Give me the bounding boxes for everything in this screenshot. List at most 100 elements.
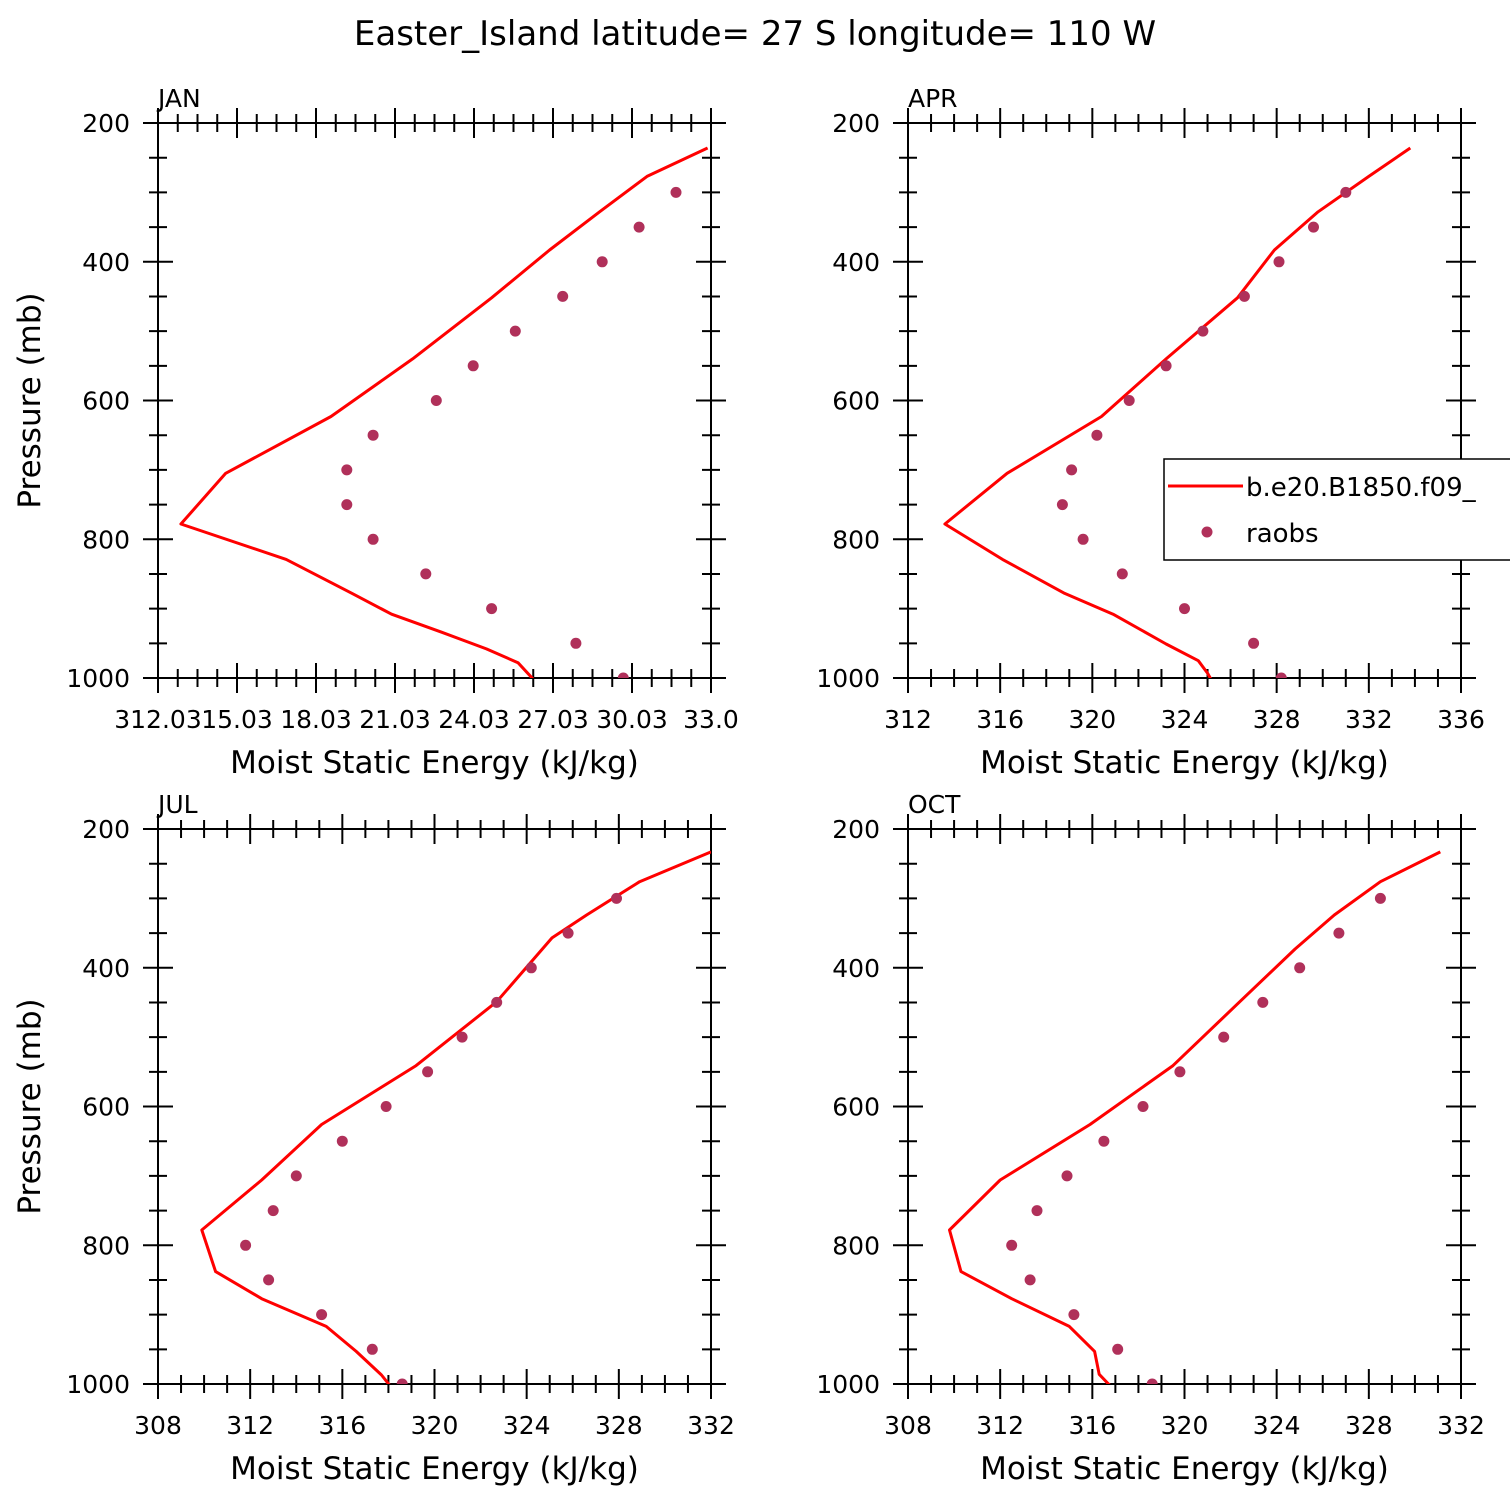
raobs-point [1273,256,1285,268]
raobs-point [467,360,479,372]
y-tick-label: 400 [82,248,130,277]
x-tick-label: 316 [318,1411,366,1440]
raobs-point [1333,927,1345,939]
raobs-point [1077,533,1089,545]
raobs-point [290,1170,302,1182]
x-tick-label: 18.03 [280,705,352,734]
y-tick-label: 200 [832,109,880,138]
raobs-point [633,221,645,233]
raobs-point [316,1309,328,1321]
raobs-point [1160,360,1172,372]
model-line [948,850,1441,1384]
raobs-point [617,672,629,678]
raobs-point [1238,290,1250,302]
panel-title: JAN [156,84,201,113]
y-tick-label: 1000 [66,1370,130,1399]
raobs-point [1308,221,1319,233]
chart-panel-jan: 200 400 600 800 1000 312.03 15.03 18.03 21.03 24.… [12,84,739,781]
x-tick-label: 320 [1161,1411,1209,1440]
raobs-point [1068,1309,1080,1321]
raobs-point [367,429,379,441]
panel-title: JUL [156,790,198,819]
raobs-point [1294,962,1306,974]
model-line [200,850,711,1384]
x-tick-label: 332 [687,1411,735,1440]
raobs-point [380,1101,392,1112]
plot-frame [907,122,1462,679]
y-tick-label: 800 [832,1231,880,1260]
y-tick-label: 400 [832,248,880,277]
raobs-point [267,1205,279,1217]
raobs-point [596,256,608,268]
raobs-point [570,637,582,649]
raobs-point [1218,1031,1230,1043]
x-tick-label: 312 [976,1411,1024,1440]
x-tick-label: 332 [1437,1411,1485,1440]
raobs-point [396,1378,408,1384]
legend-obs-label: raobs [1246,519,1319,549]
x-tick-label: 308 [884,1411,932,1440]
y-tick-label: 800 [82,525,130,554]
raobs-point [670,186,682,198]
y-tick-label: 1000 [66,664,130,693]
x-tick-label: 328 [1253,705,1301,734]
raobs-point [341,464,353,476]
x-tick-label: 27.03 [517,705,589,734]
x-tick-label: 316 [976,705,1024,734]
raobs-point [1061,1170,1073,1182]
raobs-point [1112,1343,1124,1355]
x-tick-label: 328 [1345,1411,1393,1440]
x-tick-label: 312.03 [114,705,201,734]
raobs-point [422,1066,434,1078]
legend-dot-swatch [1201,526,1213,538]
y-tick-label: 600 [82,387,130,416]
x-tick-label: 24.03 [438,705,510,734]
raobs-point [1197,325,1209,337]
plot-area [943,146,1412,678]
x-tick-label: 324 [1161,705,1209,734]
legend: b.e20.B1850.f09_raobs [1163,458,1510,561]
raobs-point [611,892,622,904]
raobs-point [1275,672,1287,678]
raobs-point [1340,186,1352,198]
x-axis-label: Moist Static Energy (kJ/kg) [980,745,1389,781]
x-tick-label: 312 [884,705,932,734]
y-tick-label: 200 [832,815,880,844]
y-tick-label: 1000 [816,1370,880,1399]
x-tick-label: 316 [1068,1411,1116,1440]
raobs-point [562,927,574,939]
raobs-point [456,1031,468,1043]
raobs-point [1098,1135,1110,1147]
x-axis-label: Moist Static Energy (kJ/kg) [980,1451,1389,1487]
plot-frame [157,828,712,1385]
raobs-point [491,996,503,1008]
y-tick-label: 800 [82,1231,130,1260]
raobs-point [1066,464,1078,476]
plot-frame [907,828,1462,1385]
y-tick-label: 200 [82,815,130,844]
raobs-point [1179,603,1190,615]
raobs-point [1123,395,1135,406]
raobs-point [509,325,521,337]
raobs-point [1091,429,1103,441]
y-tick-label: 600 [82,1093,130,1122]
raobs-point [263,1274,275,1286]
panel-title: APR [908,84,958,113]
x-axis-label: Moist Static Energy (kJ/kg) [230,1451,639,1487]
raobs-point [1248,637,1260,649]
raobs-point [1174,1066,1186,1078]
raobs-point [1056,499,1068,511]
legend-model-label: b.e20.B1850.f09_ [1246,473,1477,503]
x-tick-label: 320 [411,1411,459,1440]
x-axis-label: Moist Static Energy (kJ/kg) [230,745,639,781]
panel-title: OCT [908,790,961,819]
raobs-point [1024,1274,1036,1286]
raobs-point [1146,1378,1158,1384]
raobs-point [525,962,537,974]
raobs-point [341,499,353,511]
y-tick-label: 200 [82,109,130,138]
x-tick-label: 332 [1345,705,1393,734]
